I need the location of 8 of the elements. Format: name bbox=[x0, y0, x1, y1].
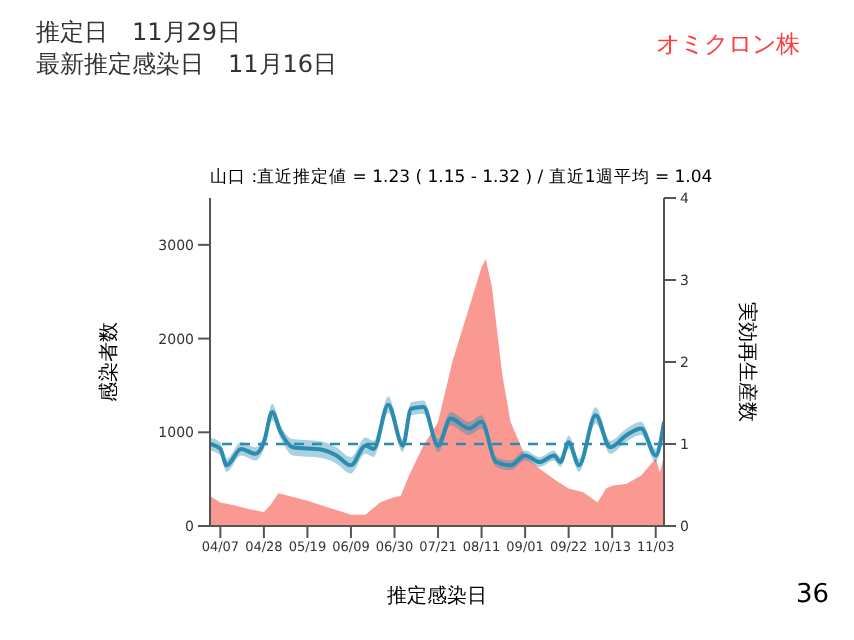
y2-axis-title: 実効再生産数 bbox=[734, 302, 759, 422]
text: 36 bbox=[796, 580, 830, 610]
x-axis-title: 推定感染日 bbox=[387, 584, 487, 608]
chart-title: 山口 :直近推定値 = 1.23 ( 1.15 - 1.32 ) / 直近1週平均 = 1.04 bbox=[210, 166, 713, 190]
text: 推定日 11月29日 bbox=[36, 16, 242, 50]
text: オミクロン株 bbox=[656, 28, 800, 62]
text: 最新推定感染日 11月16日 bbox=[36, 48, 338, 82]
y-axis-title: 感染者数 bbox=[97, 322, 122, 402]
